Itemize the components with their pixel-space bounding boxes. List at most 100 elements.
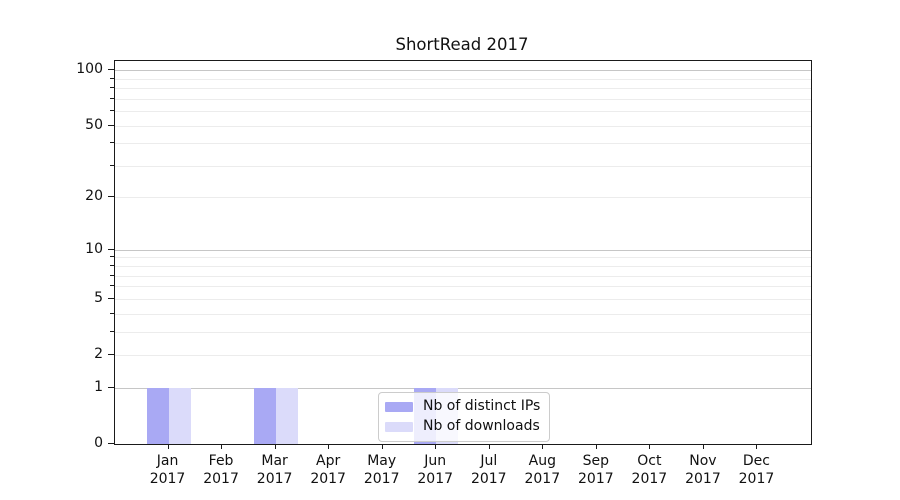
gridline-minor-50	[115, 125, 811, 127]
gridline-major-100	[115, 70, 811, 72]
bar-mar-distinct-ips	[253, 387, 276, 444]
y-tick-label-5: 5	[94, 289, 103, 306]
x-label-month: Oct	[637, 453, 662, 469]
x-tick-label-aug: Aug 2017	[510, 452, 574, 488]
x-tick-aug	[542, 444, 544, 449]
x-label-month: Jun	[424, 453, 447, 469]
x-label-year: 2017	[524, 471, 561, 487]
x-label-month: Jan	[156, 453, 179, 469]
gridline-major-1	[115, 387, 811, 389]
legend-item-distinct-ips: Nb of distinct IPs	[385, 398, 540, 415]
x-tick-jul	[488, 444, 490, 449]
x-label-year: 2017	[203, 471, 239, 487]
legend: Nb of distinct IPs Nb of downloads	[378, 392, 551, 442]
y-tick-0	[108, 443, 114, 444]
x-tick-label-jul: Jul 2017	[457, 452, 521, 488]
x-tick-feb	[221, 444, 223, 449]
x-tick-label-apr: Apr 2017	[296, 452, 360, 488]
x-label-year: 2017	[256, 471, 293, 487]
bar-jan-downloads	[168, 387, 191, 444]
y-minortick-7	[110, 274, 114, 276]
x-label-month: Apr	[316, 453, 341, 469]
y-tick-50	[108, 124, 114, 126]
bar-jan-distinct-ips	[146, 387, 169, 444]
plot-area	[114, 60, 812, 445]
x-tick-apr	[328, 444, 330, 449]
gridline-minor-4	[115, 313, 811, 315]
gridline-minor-8	[115, 266, 811, 268]
y-minortick-70	[110, 97, 114, 99]
x-label-year: 2017	[470, 471, 507, 487]
y-minortick-6	[110, 285, 114, 287]
gridline-minor-2	[115, 355, 811, 356]
y-tick-label-100: 100	[76, 61, 103, 78]
legend-swatch-downloads	[385, 421, 413, 432]
x-label-month: Mar	[261, 453, 288, 469]
x-tick-nov	[702, 444, 704, 449]
x-label-year: 2017	[363, 471, 400, 487]
x-label-month: Aug	[528, 453, 556, 469]
gridline-minor-80	[115, 88, 811, 90]
bar-mar-downloads	[275, 387, 298, 444]
gridline-minor-5	[115, 298, 811, 300]
x-label-year: 2017	[149, 471, 186, 487]
legend-label-downloads: Nb of downloads	[423, 418, 540, 434]
legend-label-distinct-ips: Nb of distinct IPs	[423, 398, 541, 414]
x-tick-label-jan: Jan 2017	[136, 452, 200, 488]
gridline-minor-90	[115, 78, 811, 80]
y-minortick-90	[110, 77, 114, 79]
x-label-month: Nov	[689, 453, 717, 469]
x-label-year: 2017	[578, 471, 614, 487]
x-label-month: Sep	[582, 453, 610, 469]
y-tick-10	[108, 248, 114, 250]
x-tick-jan	[167, 444, 169, 449]
y-minortick-4	[110, 312, 114, 314]
x-tick-jun	[435, 444, 437, 449]
y-tick-label-0: 0	[94, 435, 103, 451]
y-minortick-3	[110, 330, 114, 332]
y-tick-1	[108, 386, 114, 388]
y-tick-label-20: 20	[85, 188, 103, 205]
gridline-minor-30	[115, 165, 811, 167]
x-label-year: 2017	[631, 471, 668, 487]
gridline-minor-60	[115, 111, 811, 113]
y-minortick-40	[110, 142, 114, 144]
legend-swatch-distinct-ips	[385, 401, 413, 412]
x-tick-label-oct: Oct 2017	[617, 452, 681, 488]
x-label-month: Feb	[208, 453, 234, 469]
y-tick-2	[108, 354, 114, 355]
x-tick-label-nov: Nov 2017	[671, 452, 735, 488]
x-tick-mar	[274, 444, 276, 449]
gridline-minor-7	[115, 275, 811, 277]
y-tick-label-10: 10	[85, 240, 103, 257]
gridline-minor-20	[115, 197, 811, 199]
y-minortick-30	[110, 164, 114, 166]
y-tick-5	[108, 297, 114, 299]
y-minortick-60	[110, 110, 114, 112]
gridline-minor-3	[115, 331, 811, 333]
x-tick-label-may: May 2017	[350, 452, 414, 488]
legend-item-downloads: Nb of downloads	[385, 418, 540, 435]
x-tick-label-mar: Mar 2017	[243, 452, 307, 488]
y-tick-label-50: 50	[85, 116, 103, 133]
chart-title: ShortRead 2017	[395, 35, 529, 54]
x-label-month: May	[367, 453, 397, 469]
y-minortick-80	[110, 87, 114, 89]
x-tick-label-sep: Sep 2017	[564, 452, 628, 488]
y-tick-100	[108, 69, 114, 71]
x-tick-dec	[756, 444, 758, 449]
y-tick-20	[108, 196, 114, 198]
x-tick-label-feb: Feb 2017	[189, 452, 253, 488]
gridline-minor-6	[115, 286, 811, 288]
x-tick-label-jun: Jun 2017	[403, 452, 467, 488]
x-label-month: Dec	[742, 453, 770, 469]
x-tick-label-dec: Dec 2017	[724, 452, 788, 488]
x-tick-oct	[649, 444, 651, 449]
x-tick-may	[381, 444, 383, 449]
y-minortick-8	[110, 265, 114, 267]
x-label-year: 2017	[738, 471, 775, 487]
gridline-minor-70	[115, 98, 811, 100]
x-label-month: Jul	[480, 453, 498, 469]
y-minortick-9	[110, 256, 114, 258]
